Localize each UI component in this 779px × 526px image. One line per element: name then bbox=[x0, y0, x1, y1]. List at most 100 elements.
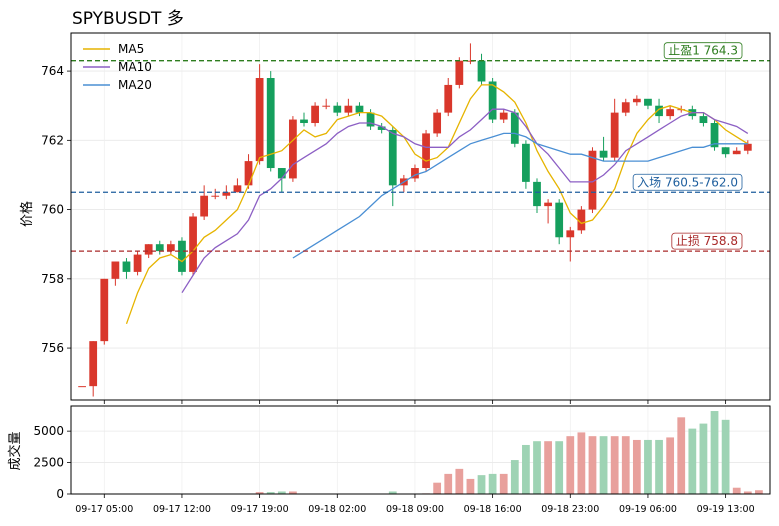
candle-body bbox=[732, 150, 741, 155]
price-axis-label: 价格 bbox=[19, 201, 35, 227]
x-tick-label: 09-17 12:00 bbox=[153, 504, 211, 515]
volume-bar bbox=[755, 490, 763, 494]
volume-bar bbox=[488, 473, 497, 494]
level-label: 入场 760.5-762.0 bbox=[637, 175, 738, 189]
candle-body bbox=[178, 240, 186, 272]
volume-bar bbox=[655, 439, 663, 494]
volume-bar bbox=[289, 491, 297, 494]
x-tick-label: 09-18 09:00 bbox=[386, 504, 444, 515]
volume-bar bbox=[444, 473, 453, 494]
candle-body bbox=[78, 386, 86, 388]
candle-body bbox=[155, 244, 164, 252]
price-tick-label: 758 bbox=[41, 272, 64, 286]
price-tick-label: 762 bbox=[41, 133, 64, 147]
chart-title: SPYBUSDT 多 bbox=[72, 9, 184, 29]
candle-body bbox=[577, 209, 586, 231]
level-label-box bbox=[632, 173, 743, 191]
level-label-box bbox=[663, 42, 743, 60]
candle-body bbox=[144, 244, 153, 255]
volume-bar bbox=[677, 417, 686, 494]
volume-bar bbox=[544, 441, 552, 494]
volume-bar bbox=[610, 436, 619, 494]
candle-body bbox=[588, 150, 597, 210]
volume-axis-label: 成交量 bbox=[7, 431, 23, 470]
x-tick-label: 09-17 05:00 bbox=[75, 504, 133, 515]
candle-body bbox=[333, 105, 342, 113]
volume-bar bbox=[266, 492, 275, 494]
volume-bar bbox=[743, 491, 752, 494]
volume-bar bbox=[533, 441, 541, 494]
candle-body bbox=[610, 112, 619, 158]
price-frame bbox=[70, 32, 771, 401]
candle-body bbox=[499, 112, 508, 120]
volume-bar bbox=[621, 436, 630, 494]
volume-bar bbox=[666, 437, 675, 494]
candle-body bbox=[743, 143, 752, 151]
candle-body bbox=[699, 116, 708, 124]
volume-bar bbox=[577, 432, 586, 494]
candle-body bbox=[255, 78, 264, 162]
volume-bar bbox=[433, 482, 442, 494]
ma5-line bbox=[125, 84, 749, 325]
candle-body bbox=[666, 109, 675, 117]
legend-label-ma10: MA10 bbox=[118, 60, 152, 74]
x-tick-label: 09-18 16:00 bbox=[464, 504, 522, 515]
x-tick-label: 09-18 23:00 bbox=[541, 504, 599, 515]
volume-bar bbox=[555, 441, 564, 494]
price-tick-label: 760 bbox=[41, 203, 64, 217]
candle-body bbox=[111, 261, 120, 279]
candle-body bbox=[200, 195, 209, 217]
level-annotation: 止盈1 764.3 bbox=[663, 42, 743, 60]
candle-body bbox=[422, 133, 430, 169]
legend-label-ma20: MA20 bbox=[118, 78, 152, 92]
candle-body bbox=[166, 244, 175, 252]
candle-body bbox=[621, 102, 630, 113]
ma10-line bbox=[181, 108, 749, 294]
volume-bar bbox=[566, 436, 575, 494]
candle-body bbox=[277, 168, 286, 179]
candle-body bbox=[355, 105, 364, 113]
volume-bar bbox=[466, 478, 475, 494]
candle-body bbox=[655, 105, 663, 117]
ma20-line bbox=[292, 132, 748, 259]
candle-body bbox=[710, 123, 719, 148]
level-annotation: 止损 758.8 bbox=[671, 232, 743, 250]
volume-bar bbox=[644, 439, 652, 494]
volume-bar bbox=[721, 419, 730, 494]
volume-bar bbox=[388, 491, 397, 494]
candle-body bbox=[522, 143, 530, 182]
candle-body bbox=[233, 185, 242, 193]
candle-body bbox=[122, 261, 131, 272]
volume-tick-label: 2500 bbox=[33, 456, 64, 470]
volume-bar bbox=[599, 436, 608, 494]
candle-body bbox=[89, 341, 98, 387]
level-label: 止损 758.8 bbox=[676, 234, 738, 248]
volume-bar bbox=[632, 439, 641, 494]
candle-body bbox=[533, 181, 541, 207]
candle-body bbox=[566, 230, 575, 238]
volume-tick-label: 0 bbox=[56, 487, 64, 501]
candle-body bbox=[455, 60, 464, 85]
candle-body bbox=[599, 150, 608, 158]
volume-bar bbox=[499, 473, 508, 494]
volume-bar bbox=[255, 492, 264, 494]
volume-bar bbox=[522, 444, 530, 494]
candle-body bbox=[433, 112, 442, 134]
volume-bar bbox=[477, 475, 486, 494]
volume-bar bbox=[710, 411, 719, 494]
candle-body bbox=[488, 81, 497, 120]
candle-body bbox=[222, 192, 231, 196]
candle-body bbox=[411, 168, 419, 179]
candle-body bbox=[366, 112, 375, 127]
candle-body bbox=[266, 78, 275, 169]
candle-body bbox=[133, 254, 142, 272]
candle-body bbox=[244, 161, 253, 186]
x-tick-label: 09-19 06:00 bbox=[619, 504, 677, 515]
volume-bar bbox=[588, 436, 597, 494]
candle-body bbox=[289, 119, 297, 179]
price-tick-label: 764 bbox=[41, 64, 64, 78]
candle-body bbox=[100, 278, 109, 342]
candle-body bbox=[444, 84, 453, 113]
volume-bar bbox=[277, 491, 286, 494]
